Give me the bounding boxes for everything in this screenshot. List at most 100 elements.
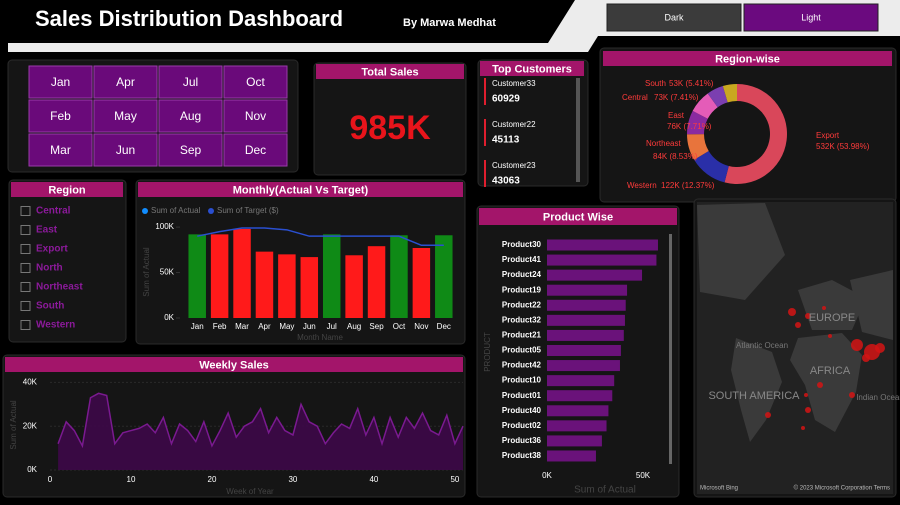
- region-label[interactable]: Western: [36, 320, 75, 331]
- y-axis-label: PRODUCT: [483, 332, 492, 372]
- month-label[interactable]: Feb: [50, 109, 71, 123]
- month-label[interactable]: Jan: [51, 75, 70, 89]
- month-button[interactable]: [223, 65, 288, 99]
- month-button[interactable]: [223, 99, 288, 133]
- map-bubble: [849, 392, 855, 398]
- donut-slice: [687, 134, 709, 160]
- map-bubble: [875, 343, 885, 353]
- map-label: Atlantic Ocean: [736, 341, 788, 350]
- customer-name: Customer33: [492, 79, 536, 88]
- bar: [547, 269, 643, 281]
- theme-button-label[interactable]: Light: [801, 12, 821, 22]
- month-label[interactable]: Aug: [180, 109, 201, 123]
- month-button[interactable]: [93, 99, 158, 133]
- map-label: AFRICA: [810, 365, 851, 377]
- y-tick-label: 0K: [27, 465, 37, 474]
- map-bubble: [795, 322, 801, 328]
- month-label[interactable]: Dec: [245, 143, 266, 157]
- y-tick-label: 40K: [23, 377, 38, 386]
- card: [8, 179, 127, 343]
- region-checkbox[interactable]: [20, 282, 31, 292]
- bar: [345, 255, 363, 318]
- region-label[interactable]: Export: [36, 244, 68, 255]
- month-button[interactable]: [28, 65, 93, 99]
- bar: [547, 314, 625, 326]
- x-tick-label: 50: [450, 475, 459, 484]
- slice-label: East: [668, 111, 685, 120]
- region-checkbox[interactable]: [20, 320, 31, 330]
- map-land: [850, 270, 893, 340]
- map-bubble: [805, 313, 811, 319]
- theme-button[interactable]: [743, 3, 879, 32]
- region-checkbox[interactable]: [20, 225, 31, 235]
- card-header: [316, 64, 464, 79]
- region-checkbox[interactable]: [20, 263, 31, 273]
- bar: [547, 284, 628, 296]
- month-label[interactable]: Mar: [50, 143, 71, 157]
- scrollbar: [669, 234, 672, 464]
- slice-value-label: 76K (7.71%): [667, 122, 712, 131]
- map-bubble: [765, 412, 771, 418]
- x-tick-label: Nov: [414, 322, 428, 331]
- x-axis-label: Week of Year: [226, 487, 274, 496]
- month-button[interactable]: [93, 133, 158, 167]
- map-bubble: [805, 407, 811, 413]
- month-label[interactable]: Jun: [116, 143, 135, 157]
- slice-value-label: 122K (12.37%): [661, 181, 715, 190]
- month-label[interactable]: Oct: [246, 75, 265, 89]
- region-checkbox[interactable]: [20, 301, 31, 311]
- bar: [188, 234, 206, 318]
- card-title: Region-wise: [715, 53, 780, 65]
- theme-button[interactable]: [606, 3, 742, 32]
- customer-name: Customer22: [492, 120, 536, 129]
- slice-label: Central: [622, 93, 648, 102]
- y-axis-label: Sum of Actual: [9, 400, 18, 450]
- month-button[interactable]: [28, 99, 93, 133]
- map-land: [731, 338, 782, 442]
- donut-slice: [722, 84, 737, 103]
- region-label[interactable]: South: [36, 301, 64, 312]
- x-tick-label: Jan: [191, 322, 204, 331]
- header-title-area: [0, 0, 572, 41]
- y-tick-label: Product24: [502, 270, 542, 279]
- y-tick-label: Product02: [502, 421, 542, 430]
- map-bubble: [801, 426, 805, 430]
- region-label[interactable]: Northeast: [36, 282, 83, 293]
- card-header: [5, 357, 463, 372]
- month-button[interactable]: [28, 133, 93, 167]
- card-title: Monthly(Actual Vs Target): [233, 184, 369, 196]
- card-header: [603, 51, 892, 66]
- x-axis-label: Sum of Actual: [574, 485, 636, 496]
- map-bubble: [828, 334, 832, 338]
- customer-value: 45113: [492, 135, 520, 146]
- bar: [547, 375, 615, 387]
- month-button[interactable]: [223, 133, 288, 167]
- month-label[interactable]: May: [114, 109, 137, 123]
- month-label[interactable]: Apr: [116, 75, 135, 89]
- region-label[interactable]: Central: [36, 206, 71, 217]
- region-label[interactable]: North: [36, 263, 63, 274]
- bar: [435, 235, 453, 318]
- theme-button-label[interactable]: Dark: [664, 12, 684, 22]
- month-button[interactable]: [158, 133, 223, 167]
- region-checkbox[interactable]: [20, 206, 31, 216]
- bar: [547, 390, 613, 402]
- region-label[interactable]: East: [36, 225, 58, 236]
- month-label[interactable]: Jul: [183, 75, 198, 89]
- month-label[interactable]: Sep: [180, 143, 202, 157]
- month-button[interactable]: [158, 99, 223, 133]
- month-label[interactable]: Nov: [245, 109, 266, 123]
- map-label: EUROPE: [809, 312, 855, 324]
- bar: [547, 239, 658, 251]
- x-tick-label: 40: [369, 475, 378, 484]
- area-fill: [58, 393, 464, 470]
- y-tick-label: Product10: [502, 376, 542, 385]
- card-header: [138, 182, 463, 197]
- x-tick-label: 0K: [542, 471, 552, 480]
- region-checkbox[interactable]: [20, 244, 31, 254]
- bar: [210, 234, 229, 318]
- month-button[interactable]: [93, 65, 158, 99]
- month-button[interactable]: [158, 65, 223, 99]
- slice-label: South: [645, 79, 666, 88]
